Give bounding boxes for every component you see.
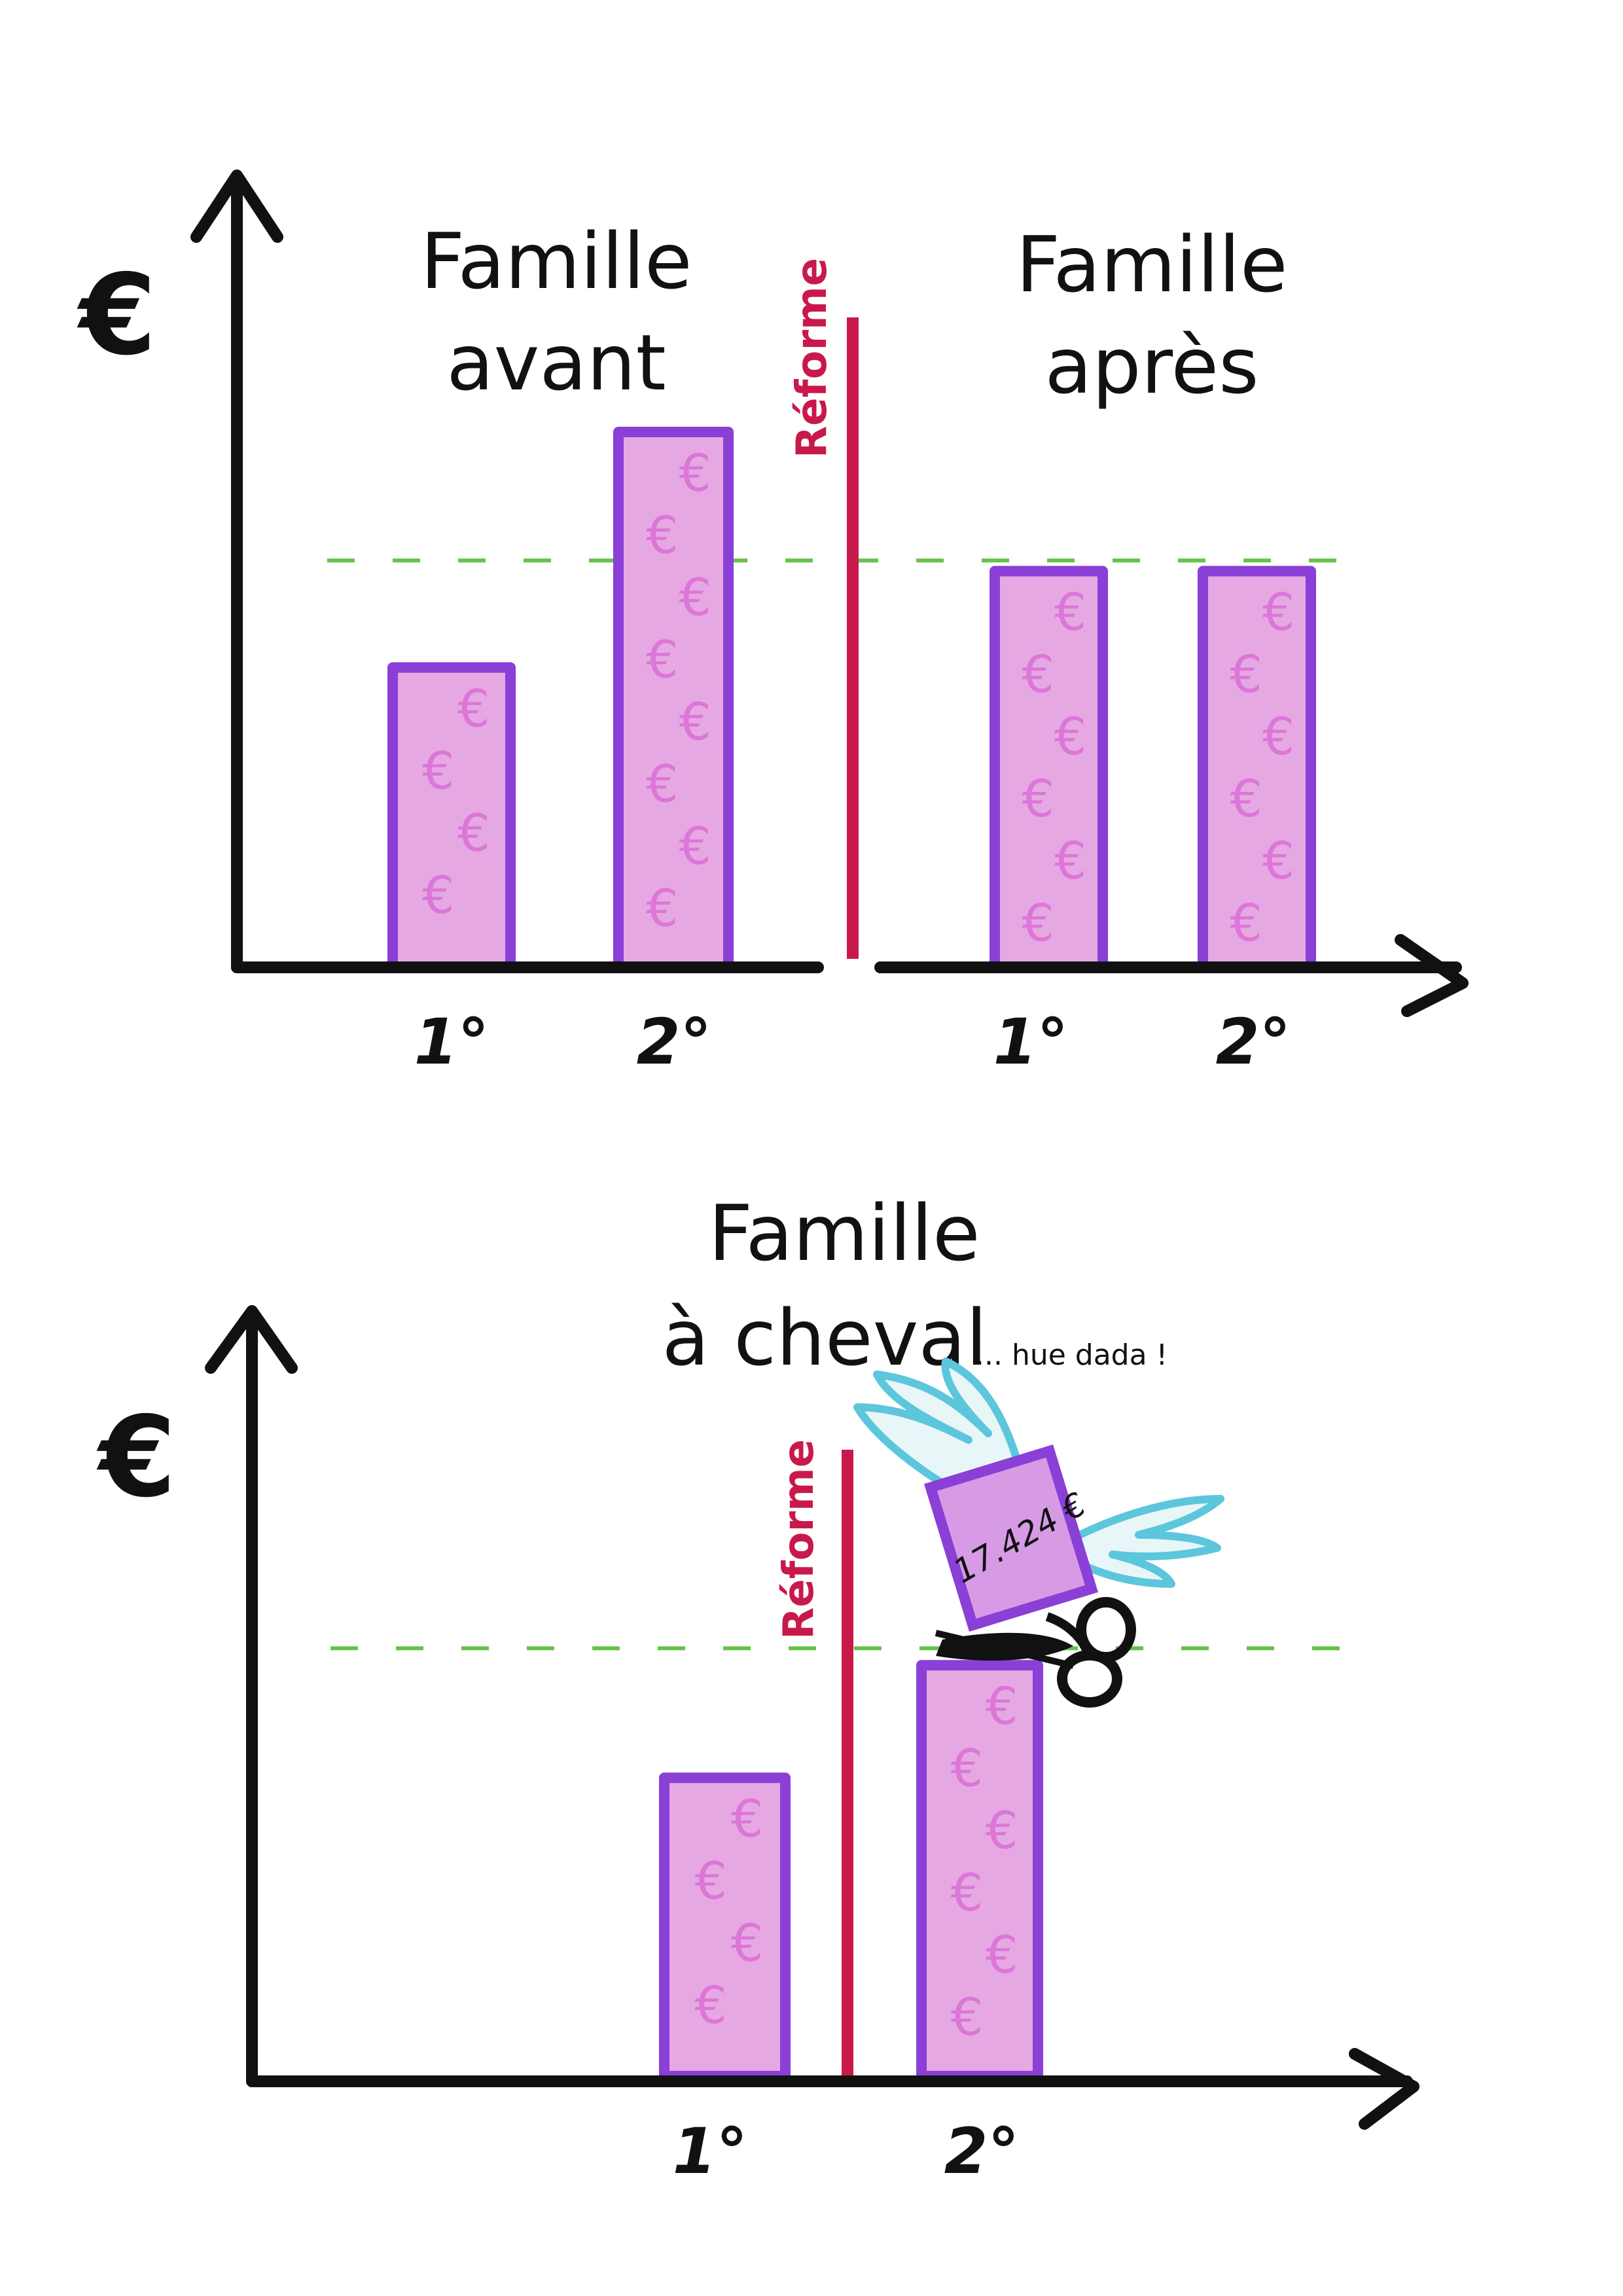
title-avant-line2: avant [446,317,666,408]
tick-label: 1° [414,1005,490,1079]
euro-pattern-icon: € [986,1677,1018,1736]
bar: €€€€€€ [1198,565,1316,973]
reform-label: Réforme [788,258,836,458]
euro-pattern-icon: € [1054,708,1087,767]
euro-pattern-icon: € [457,680,490,739]
euro-pattern-icon: € [1054,584,1087,643]
title-avant-line1: Famille [420,216,692,306]
bar-fill [393,667,510,967]
euro-pattern-icon: € [422,742,455,801]
bar-fill [921,1665,1038,2076]
scissors-icon [935,1597,1136,1708]
euro-pattern-icon: € [422,867,455,925]
euro-pattern-icon: € [646,631,679,690]
euro-pattern-icon: € [986,1926,1018,1985]
bar-fill [1203,571,1311,967]
bar: €€€€€€ [916,1660,1043,2081]
reform-label: Réforme [775,1439,823,1640]
euro-pattern-icon: € [1262,584,1295,643]
euro-pattern-icon: € [1022,646,1054,705]
euro-pattern-icon: € [646,880,679,939]
tick-label: 2° [944,2115,1020,2188]
euro-pattern-icon: € [951,1864,984,1923]
title-apres-line2: après [1044,321,1258,411]
bar: €€€€ [387,662,516,973]
euro-pattern-icon: € [1054,833,1087,891]
chart-top: € €€€€€€€€€€€€€€€€€€€€€€€€ Réforme Famil… [77,170,1469,1079]
euro-pattern-icon: € [679,569,711,628]
bar: €€€€€€ [990,565,1108,973]
tick-label: 2° [637,1005,712,1079]
euro-pattern-icon: € [1262,708,1295,767]
x-axis-arrow-icon [1395,934,1469,1017]
bar-fill [618,432,728,967]
euro-pattern-icon: € [679,817,711,876]
winged-banknote-icon: 17.424 € [853,1357,1224,1632]
euro-pattern-icon: € [694,1977,727,2036]
euro-pattern-icon: € [731,1790,764,1849]
euro-pattern-icon: € [1230,770,1262,829]
euro-pattern-icon: € [951,1988,984,2047]
y-axis-label: € [96,1393,176,1522]
euro-pattern-icon: € [951,1740,984,1799]
euro-pattern-icon: € [731,1914,764,1973]
tick-label: 1° [993,1005,1069,1079]
chart-bottom: € Famille à cheval ... hue dada ! €€€€€€… [96,1188,1419,2188]
y-axis-label: € [77,251,156,380]
euro-pattern-icon: € [986,1802,1018,1861]
euro-pattern-icon: € [1022,895,1054,954]
euro-pattern-icon: € [679,444,711,503]
euro-pattern-icon: € [457,804,490,863]
bar-fill [995,571,1103,967]
euro-pattern-icon: € [1230,895,1262,954]
bar: €€€€ [659,1772,791,2081]
bar-fill [664,1778,785,2076]
euro-pattern-icon: € [646,507,679,565]
bar: €€€€€€€€ [613,427,734,973]
euro-pattern-icon: € [1262,833,1295,891]
bars-bottom: €€€€€€€€€€ [659,1660,1043,2081]
subtitle-note: ... hue dada ! [975,1338,1168,1372]
euro-pattern-icon: € [694,1852,727,1911]
tick-label: 1° [673,2115,748,2188]
euro-pattern-icon: € [1022,770,1054,829]
euro-pattern-icon: € [1230,646,1262,705]
title-apres-line1: Famille [1016,219,1287,310]
tick-label: 2° [1216,1005,1291,1079]
euro-pattern-icon: € [646,755,679,814]
euro-pattern-icon: € [679,693,711,752]
title-cheval-line2: à cheval [662,1293,987,1383]
y-axis-arrow-icon [190,170,283,243]
title-cheval-line1: Famille [708,1188,980,1278]
y-axis-arrow-icon [205,1305,298,1374]
x-axis-arrow-icon [1349,2048,1419,2130]
